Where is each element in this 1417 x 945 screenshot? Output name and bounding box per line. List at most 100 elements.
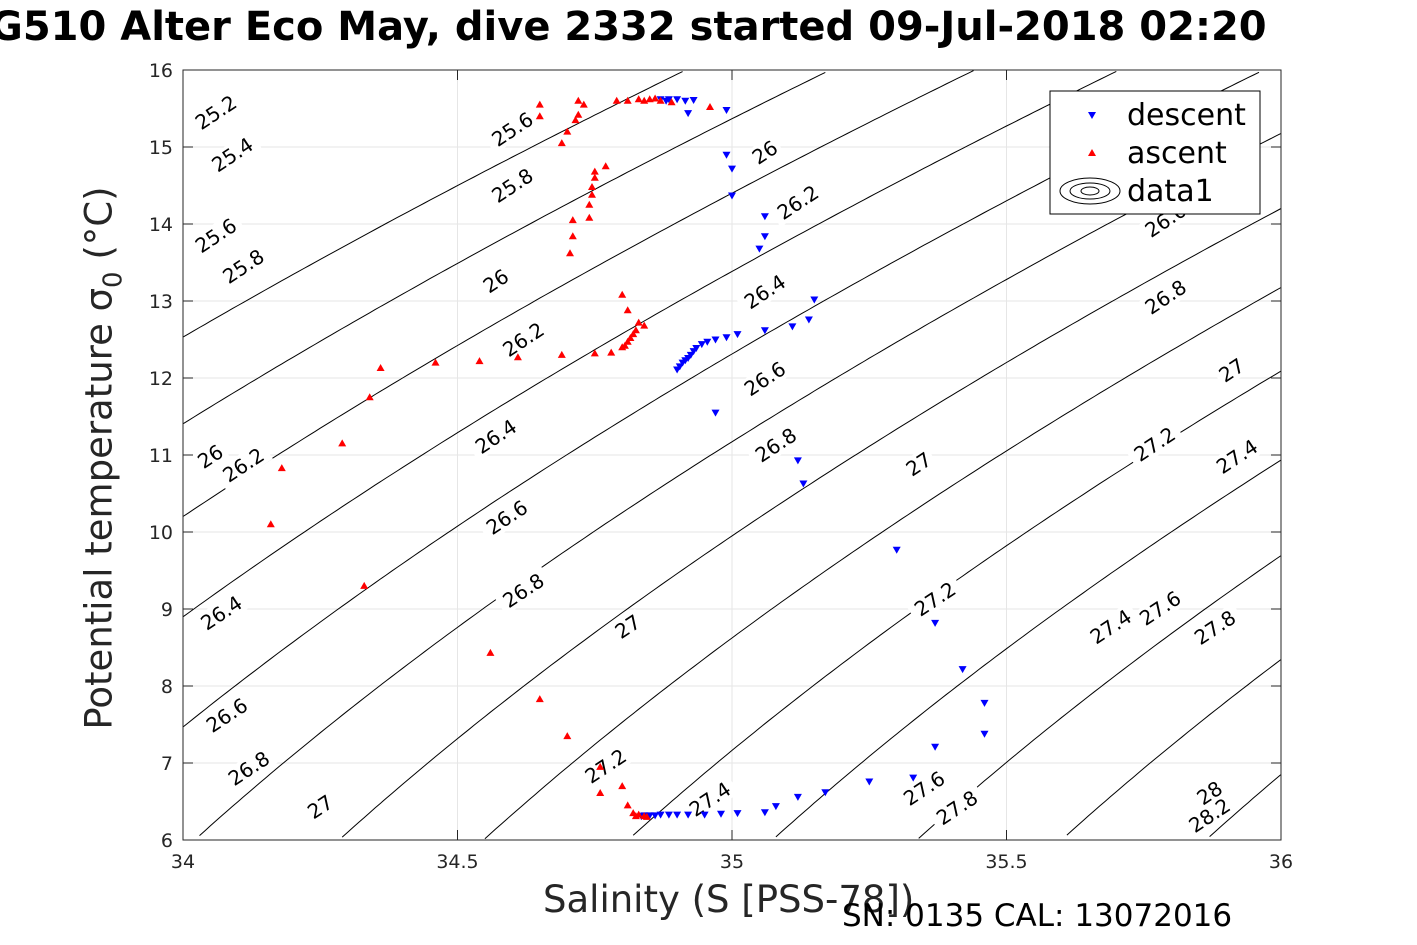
y-tick-label: 14: [149, 214, 173, 236]
legend-ascent-label: ascent: [1127, 136, 1227, 171]
descent-marker: [760, 327, 769, 335]
contour-label-bg: [482, 104, 542, 154]
descent-marker: [689, 348, 698, 356]
contour-label-bg: [1125, 419, 1185, 469]
descent-marker: [892, 546, 901, 554]
ascent-marker: [574, 96, 583, 104]
ascent-marker: [277, 464, 286, 472]
axes: 34 34.5 35 35.5 36 6 7 8 9 10 11 12 13 14 15 16: [149, 60, 1293, 873]
ascent-marker: [642, 812, 651, 820]
contour-label-group: 27: [1212, 352, 1252, 389]
y-tick-label: 6: [161, 830, 173, 852]
contour-label-bg: [191, 588, 251, 638]
ascent-marker: [376, 364, 385, 371]
contour-line: [918, 555, 1282, 839]
descent-marker: [755, 245, 764, 253]
ascent-marker: [618, 782, 627, 790]
descent-marker: [678, 359, 687, 367]
legend-data1-label: data1: [1127, 174, 1214, 209]
descent-marker: [717, 810, 725, 818]
descent-marker: [673, 366, 682, 374]
contour-label-group: 27.2: [1125, 419, 1185, 469]
descent-marker: [931, 619, 940, 627]
contour-label: 26: [748, 135, 782, 169]
contour-label-group: 26.4: [466, 411, 526, 462]
legend: descent ascent data1: [1049, 90, 1261, 215]
contour-label-bg: [745, 134, 785, 171]
contour-line: [1209, 774, 1282, 837]
descent-marker: [656, 811, 665, 819]
descent-marker: [760, 233, 769, 241]
descent-marker: [722, 334, 731, 342]
ascent-marker: [596, 789, 605, 796]
x-tick-label: 36: [1269, 851, 1293, 873]
contour-label-bg: [1185, 602, 1245, 653]
descent-marker: [788, 323, 797, 331]
ascent-marker: [585, 200, 594, 208]
chart-title: G510 Alter Eco May, dive 2332 started 09…: [0, 4, 1267, 50]
contour-label-group: 26.6: [197, 690, 257, 740]
descent-marker: [673, 811, 682, 819]
contour-label-bg: [300, 788, 340, 825]
contour-label-bg: [482, 160, 542, 211]
contour-label-bg: [768, 177, 828, 228]
contour-label-bg: [927, 783, 987, 833]
contour-label-group: 26.8: [493, 565, 553, 616]
contour-label-bg: [493, 565, 553, 616]
descent-marker: [980, 699, 989, 707]
ascent-marker: [579, 100, 588, 108]
contour-label-group: 25.2: [186, 87, 246, 138]
y-tick-label: 9: [161, 599, 173, 621]
contour-label-bg: [493, 314, 553, 365]
y-axis-label-unit: (°C): [77, 186, 121, 260]
contour-label-group: 26.8: [219, 743, 279, 794]
contour-label-group: 27: [608, 608, 648, 645]
descent-marker: [697, 341, 706, 349]
contour-label-group: 27.4: [680, 774, 740, 824]
contour-label-bg: [1190, 774, 1230, 812]
contour-label-group: 25.6: [186, 210, 246, 261]
grid-lines: [183, 70, 1281, 840]
descent-marker: [700, 811, 709, 819]
y-tick-label: 15: [149, 137, 173, 159]
contour-line: [1066, 659, 1282, 836]
descent-marker: [711, 336, 720, 344]
y-tick-label: 10: [149, 522, 173, 544]
ascent-marker: [623, 337, 632, 345]
ascent-marker: [623, 306, 632, 314]
ascent-marker: [667, 98, 676, 106]
x-tick-label: 35.5: [985, 851, 1027, 873]
descent-marker: [689, 97, 698, 104]
contour-label: 26: [479, 264, 513, 298]
descent-marker: [958, 666, 967, 674]
descent-marker: [980, 730, 989, 738]
descent-marker: [664, 811, 673, 819]
contour-label-bg: [905, 574, 965, 624]
contour-label-bg: [608, 608, 648, 645]
contour-label-group: 27: [899, 446, 939, 483]
descent-marker: [703, 338, 712, 346]
contour-label-group: 26: [476, 262, 516, 300]
ascent-marker: [535, 112, 544, 120]
ascent-marker: [557, 139, 566, 147]
contour-label-group: 26.4: [735, 267, 795, 317]
ascent-marker: [566, 249, 574, 257]
descent-marker: [728, 165, 736, 173]
ascent-marker: [706, 103, 714, 110]
ascent-marker: [585, 213, 594, 221]
descent-marker: [771, 803, 780, 811]
contour-label-bg: [477, 492, 537, 543]
descent-marker: [793, 793, 802, 801]
ascent-marker: [640, 321, 649, 329]
contour-label-group: 27.2: [576, 741, 636, 791]
descent-marker: [728, 192, 736, 200]
ascent-marker: [568, 216, 577, 224]
descent-marker: [722, 107, 731, 114]
contour-label-group: 27.8: [1185, 602, 1245, 653]
ascent-marker: [590, 349, 599, 357]
contour-label-bg: [1081, 602, 1141, 652]
contour-label-group: 27: [300, 788, 340, 825]
ascent-marker: [601, 162, 610, 170]
contour-label-bg: [735, 267, 795, 317]
